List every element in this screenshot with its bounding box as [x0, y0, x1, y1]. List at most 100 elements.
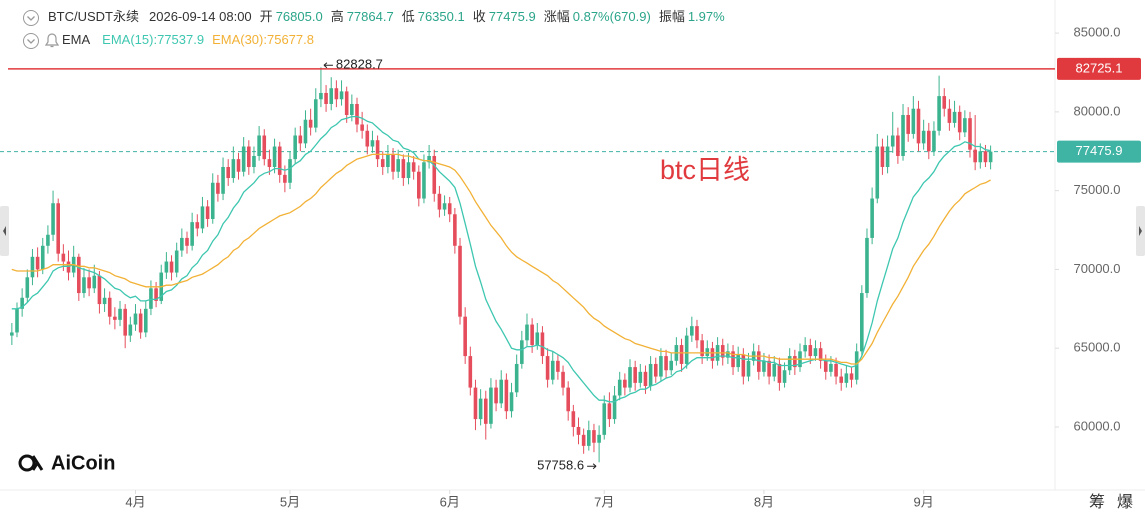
candle-body [767, 360, 771, 377]
logo: AiCoin [18, 452, 115, 474]
candle-body [968, 118, 972, 150]
header-icons [23, 10, 60, 49]
candle-body [370, 140, 375, 147]
candle-body [200, 206, 205, 229]
candle-body [102, 297, 107, 305]
logo-mark [31, 455, 44, 471]
price-line-label: 82725.1 [1076, 60, 1123, 75]
candle-body [339, 91, 344, 100]
candle-body [417, 171, 421, 199]
y-tick-label: 60000.0 [1074, 418, 1121, 433]
x-tick-label: 4月 [125, 494, 145, 509]
candle-body [659, 356, 663, 377]
candle-body [107, 297, 112, 317]
candle-body [823, 360, 828, 372]
corner-label[interactable]: 筹 [1089, 493, 1105, 511]
candle-body [185, 237, 189, 246]
candle-body [844, 373, 849, 383]
candle-body [937, 96, 941, 131]
candle-body [813, 348, 818, 357]
candle-body [772, 363, 777, 377]
field-value: 77475.9 [489, 9, 536, 24]
candle-body [777, 363, 782, 383]
legend-entry: EMA(15):77537.9 [102, 32, 204, 47]
indicator-legend: EMA EMA(15):77537.9 EMA(30):75677.8 [62, 32, 314, 47]
candle-body [834, 363, 838, 377]
candle-body [901, 115, 905, 156]
x-tick-label: 7月 [594, 494, 614, 509]
ema-line [11, 153, 991, 365]
collapse-icon[interactable] [23, 10, 39, 26]
candle-body [319, 92, 323, 100]
candle-body [458, 245, 462, 317]
candle-body [782, 370, 787, 383]
candle-body [731, 351, 735, 368]
candle-body [550, 360, 555, 380]
field-label: 高 [331, 9, 344, 24]
candle-body [633, 367, 637, 383]
candle-body [592, 430, 596, 443]
candle-body [272, 146, 277, 168]
candle-body [514, 363, 519, 393]
indicator-name: EMA [62, 32, 91, 47]
y-tick-label: 75000.0 [1074, 182, 1121, 197]
candle-body [195, 222, 200, 229]
candle-body [957, 111, 962, 133]
y-tick-label: 65000.0 [1074, 340, 1121, 355]
field-label: 收 [473, 9, 486, 24]
x-tick-label: 6月 [440, 494, 460, 509]
candle-body [149, 288, 153, 309]
logo-mark [18, 454, 36, 472]
candle-body [756, 351, 761, 372]
candle-body [587, 430, 591, 446]
candle-body [849, 373, 854, 380]
field-label: 低 [402, 9, 415, 24]
watermark: AiCoin [51, 452, 115, 474]
x-tick-label: 9月 [914, 494, 934, 509]
collapse-icon[interactable] [23, 33, 39, 49]
candle-body [283, 174, 287, 183]
field-value: 0.87%(670.9) [573, 9, 651, 24]
candle-body [324, 92, 328, 104]
candle-body [293, 135, 297, 160]
corner-label[interactable]: 爆 [1117, 492, 1133, 511]
candle-body [581, 434, 586, 446]
candle-body [679, 345, 684, 364]
candle-body [97, 275, 102, 305]
candle-body [880, 146, 885, 168]
candle-body [442, 203, 447, 210]
candle-body [653, 363, 658, 377]
candle-body [174, 250, 179, 273]
candle-body [252, 155, 256, 168]
candle-body [221, 167, 225, 194]
field-label: 涨幅 [544, 9, 570, 24]
candle-body [556, 360, 560, 372]
candle-body [746, 360, 751, 377]
candle-body [365, 130, 370, 147]
side-handles [0, 206, 1145, 256]
candle-body [113, 316, 117, 320]
y-tick-label: 70000.0 [1074, 261, 1121, 276]
last-price-label: 77475.9 [1076, 143, 1123, 158]
candle-body [241, 146, 246, 172]
alert-icon[interactable] [44, 33, 60, 48]
candle-body [623, 379, 627, 388]
candle-body [932, 130, 936, 152]
time: 2026-09-14 08:00 [149, 9, 252, 24]
symbol: BTC/USDT永续 [48, 9, 139, 24]
max-arrow [323, 62, 333, 69]
field-value: 76350.1 [418, 9, 465, 24]
candle-body [35, 256, 40, 270]
candle-body [489, 387, 493, 424]
candle-body [313, 99, 318, 128]
candle-body [525, 324, 529, 341]
candle-body [154, 288, 158, 301]
candle-body [705, 348, 710, 357]
candle-body [406, 162, 411, 179]
left-arrow [3, 226, 6, 236]
candle-body [617, 379, 622, 396]
candle-body [906, 115, 910, 134]
candle-body [942, 96, 947, 109]
candle-body [818, 348, 823, 361]
